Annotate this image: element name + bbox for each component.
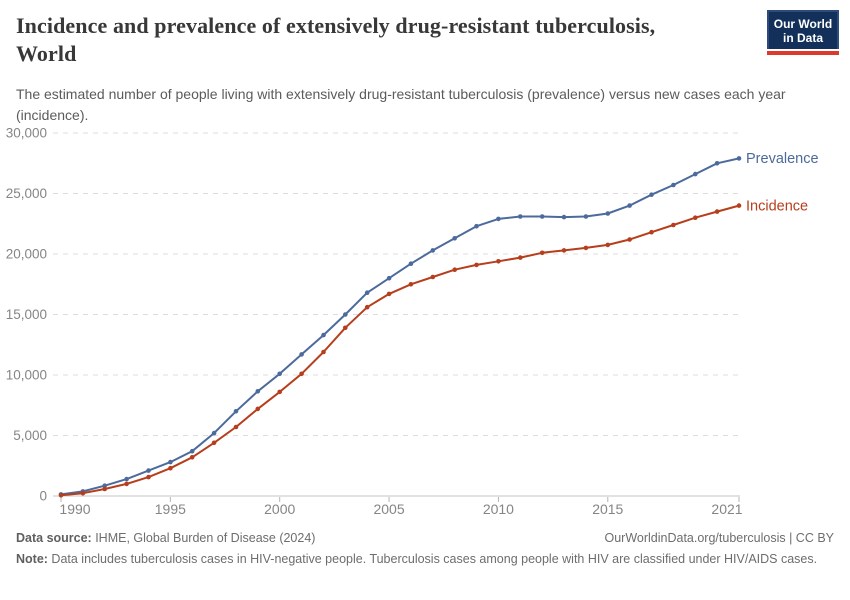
data-source-label: Data source: bbox=[16, 531, 92, 545]
incidence-data-point bbox=[343, 325, 348, 331]
incidence-data-point bbox=[693, 215, 698, 220]
prevalence-data-point bbox=[649, 192, 654, 197]
prevalence-data-point bbox=[408, 261, 414, 267]
title-line-2: World bbox=[16, 41, 77, 66]
incidence-data-point bbox=[80, 490, 86, 496]
prevalence-data-point bbox=[693, 171, 698, 177]
prevalence-series-label: Prevalence bbox=[746, 151, 819, 167]
incidence-data-point bbox=[124, 481, 129, 487]
prevalence-data-point bbox=[386, 275, 392, 281]
incidence-data-point bbox=[736, 203, 742, 208]
x-axis-tick-label: 1995 bbox=[155, 501, 186, 517]
prevalence-data-point bbox=[561, 214, 567, 220]
incidence-data-point bbox=[474, 262, 479, 268]
note-text: Data includes tuberculosis cases in HIV-… bbox=[47, 552, 818, 566]
incidence-data-point bbox=[408, 282, 414, 287]
incidence-data-point bbox=[233, 424, 239, 430]
owid-logo[interactable]: Our World in Data bbox=[767, 10, 839, 49]
prevalence-data-point bbox=[430, 248, 436, 253]
prevalence-data-point bbox=[343, 312, 348, 317]
prevalence-data-point bbox=[321, 332, 326, 338]
note-label: Note: bbox=[16, 552, 48, 566]
incidence-data-point bbox=[671, 222, 676, 228]
incidence-data-point bbox=[561, 248, 567, 253]
incidence-data-point bbox=[386, 291, 392, 297]
x-axis-tick-label: 2005 bbox=[373, 501, 404, 517]
prevalence-data-point bbox=[627, 203, 632, 208]
incidence-data-point bbox=[58, 493, 64, 498]
x-axis-tick-label: 2021 bbox=[711, 501, 742, 517]
x-axis-tick-label: 2010 bbox=[483, 501, 514, 517]
owid-logo-red-bar bbox=[767, 51, 839, 55]
prevalence-data-point bbox=[474, 223, 479, 229]
prevalence-data-point bbox=[736, 156, 742, 161]
incidence-data-point bbox=[518, 255, 523, 260]
data-source-text: IHME, Global Burden of Disease (2024) bbox=[91, 531, 316, 545]
prevalence-data-point bbox=[539, 214, 545, 219]
y-axis-tick-label: 15,000 bbox=[6, 307, 47, 322]
prevalence-data-point bbox=[299, 352, 304, 357]
chart-footer: Data source: IHME, Global Burden of Dise… bbox=[16, 530, 834, 568]
incidence-data-point bbox=[539, 250, 545, 256]
y-axis-tick-label: 0 bbox=[39, 489, 47, 504]
y-axis-tick-label: 25,000 bbox=[6, 186, 47, 201]
incidence-data-point bbox=[255, 406, 261, 412]
prevalence-data-point bbox=[452, 236, 458, 241]
incidence-series-label: Incidence bbox=[746, 198, 808, 214]
prevalence-data-point bbox=[605, 211, 611, 216]
y-axis-tick-label: 5,000 bbox=[13, 428, 47, 443]
prevalence-data-point bbox=[671, 182, 676, 188]
x-axis-tick-label: 2015 bbox=[592, 501, 623, 517]
data-source-line: Data source: IHME, Global Burden of Dise… bbox=[16, 530, 315, 547]
incidence-data-point bbox=[605, 242, 611, 248]
prevalence-data-point bbox=[168, 459, 173, 465]
prevalence-data-point bbox=[233, 409, 239, 414]
prevalence-line bbox=[60, 157, 740, 496]
prevalence-data-point bbox=[102, 483, 107, 489]
incidence-data-point bbox=[364, 304, 370, 310]
chart-subtitle: The estimated number of people living wi… bbox=[16, 86, 786, 123]
y-axis-tick-label: 20,000 bbox=[6, 247, 47, 262]
incidence-data-point bbox=[146, 474, 151, 480]
y-axis-tick-label: 30,000 bbox=[6, 126, 47, 141]
incidence-line bbox=[60, 204, 740, 497]
prevalence-data-point bbox=[518, 214, 523, 219]
incidence-data-point bbox=[211, 440, 217, 446]
prevalence-data-point bbox=[124, 476, 129, 482]
incidence-data-point bbox=[496, 259, 501, 264]
incidence-data-point bbox=[714, 209, 720, 214]
incidence-data-point bbox=[189, 455, 195, 460]
owid-logo-text-2: in Data bbox=[782, 31, 823, 45]
incidence-data-point bbox=[277, 389, 283, 395]
prevalence-data-point bbox=[277, 371, 283, 377]
prevalence-data-point bbox=[189, 448, 195, 454]
incidence-data-point bbox=[627, 237, 632, 242]
x-axis-tick-label: 1990 bbox=[59, 501, 90, 517]
incidence-data-point bbox=[168, 465, 173, 471]
owid-license-link[interactable]: OurWorldinData.org/tuberculosis | CC BY bbox=[604, 531, 835, 545]
incidence-data-point bbox=[102, 486, 107, 492]
prevalence-data-point bbox=[146, 468, 151, 473]
prevalence-data-point bbox=[714, 161, 720, 166]
incidence-data-point bbox=[649, 229, 654, 235]
incidence-data-point bbox=[452, 267, 458, 273]
prevalence-data-point bbox=[211, 430, 217, 436]
page-title: Incidence and prevalence of extensively … bbox=[16, 12, 756, 68]
title-line-1: Incidence and prevalence of extensively … bbox=[16, 13, 656, 38]
incidence-data-point bbox=[430, 274, 436, 280]
incidence-data-point bbox=[583, 245, 589, 251]
prevalence-data-point bbox=[364, 290, 370, 296]
prevalence-data-point bbox=[255, 389, 261, 394]
incidence-data-point bbox=[321, 349, 326, 355]
owid-logo-text-1: Our World bbox=[773, 17, 833, 31]
prevalence-data-point bbox=[496, 216, 501, 222]
y-axis-tick-label: 10,000 bbox=[6, 368, 47, 383]
footer-note: Note: Data includes tuberculosis cases i… bbox=[16, 551, 828, 568]
x-axis-tick-label: 2000 bbox=[264, 501, 295, 517]
prevalence-data-point bbox=[583, 214, 589, 219]
incidence-data-point bbox=[299, 371, 304, 377]
